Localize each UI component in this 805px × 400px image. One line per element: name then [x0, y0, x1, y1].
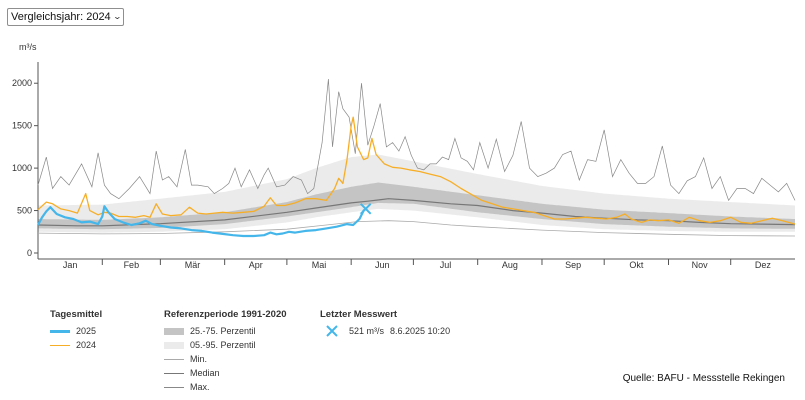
- legend-item-median: Median: [164, 366, 287, 380]
- legend-item-2025: 2025: [50, 324, 102, 338]
- legend-swatch-p05-95: [164, 341, 184, 349]
- legend-item-max: Max.: [164, 380, 287, 394]
- legend-last: Letzter Messwert 521 m³/s 8.6.2025 10:20: [320, 309, 450, 338]
- legend-label-median: Median: [190, 368, 220, 378]
- x-tick-label: Jul: [440, 260, 452, 270]
- legend-item-last: 521 m³/s 8.6.2025 10:20: [320, 324, 450, 338]
- chevron-down-icon: ⌄: [112, 12, 122, 21]
- median-line: [37, 198, 796, 227]
- legend-daily: Tagesmittel 2025 2024: [50, 309, 102, 352]
- x-mark-icon: [326, 325, 338, 337]
- legend-swatch-median: [164, 372, 184, 374]
- max-line: [37, 78, 796, 202]
- legend-swatch-2025: [50, 329, 70, 333]
- last-date-text: 8.6.2025 10:20: [390, 326, 451, 336]
- chart-axes: m³/s 0 500 1000 1500 2000 Jan Feb Mär Apr Mai Jun Ju…: [12, 42, 795, 270]
- legend-label-2024: 2024: [76, 340, 97, 350]
- last-value-text: 521 m³/s: [349, 326, 385, 336]
- x-tick-label: Nov: [692, 260, 709, 270]
- legend-label-max: Max.: [190, 382, 210, 392]
- legend-item-p05-95: 05.-95. Perzentil: [164, 338, 287, 352]
- year-select[interactable]: Vergleichsjahr: 2024 ⌄: [7, 8, 125, 26]
- y-tick-label: 500: [17, 206, 32, 216]
- x-tick-label: Okt: [629, 260, 644, 270]
- legend-last-title: Letzter Messwert: [320, 309, 398, 320]
- legend-label-p25-75: 25.-75. Perzentil: [190, 326, 256, 336]
- legend-label-min: Min.: [190, 354, 208, 364]
- x-tick-label: Feb: [124, 260, 140, 270]
- x-tick-label: Dez: [755, 260, 772, 270]
- year-select-label: Vergleichsjahr: 2024: [11, 11, 111, 23]
- min-line: [37, 220, 796, 237]
- x-tick-label: Mai: [312, 260, 327, 270]
- x-tick-label: Jun: [375, 260, 390, 270]
- series-2025-line: [37, 205, 367, 238]
- legend-swatch-min: [164, 358, 184, 360]
- x-tick-label: Apr: [249, 260, 263, 270]
- last-value-x-mark: [359, 203, 372, 215]
- x-tick-label: Sep: [565, 260, 581, 270]
- reference-lines: [37, 78, 796, 237]
- legend-reference: Referenzperiode 1991-2020 25.-75. Perzen…: [164, 309, 287, 394]
- y-axis-label: m³/s: [19, 42, 37, 52]
- x-tick-label: Mär: [185, 260, 201, 270]
- legend-swatch-2024: [50, 344, 70, 346]
- y-tick-label: 1500: [12, 121, 32, 131]
- legend-label-p05-95: 05.-95. Perzentil: [190, 340, 256, 350]
- data-series: [37, 116, 796, 238]
- x-tick-label: Jan: [63, 260, 78, 270]
- legend-swatch-p25-75: [164, 327, 184, 335]
- legend-reference-title: Referenzperiode 1991-2020: [164, 309, 287, 320]
- y-tick-label: 1000: [12, 163, 32, 173]
- legend-daily-title: Tagesmittel: [50, 309, 103, 320]
- band-p25-p75: [38, 182, 795, 230]
- x-tick-label: Aug: [502, 260, 518, 270]
- y-tick-label: 2000: [12, 78, 32, 88]
- legend-label-2025: 2025: [76, 326, 97, 336]
- last-value-marker: [359, 203, 372, 215]
- legend-item-2024: 2024: [50, 338, 102, 352]
- legend-item-min: Min.: [164, 352, 287, 366]
- series-2024-line: [37, 116, 796, 225]
- y-tick-label: 0: [27, 248, 32, 258]
- discharge-chart: m³/s 0 500 1000 1500 2000 Jan Feb Mär Apr Mai Jun Ju…: [12, 42, 796, 270]
- source-text: Quelle: BAFU - Messstelle Rekingen: [622, 373, 785, 384]
- legend-item-p25-75: 25.-75. Perzentil: [164, 324, 287, 338]
- legend-swatch-max: [164, 386, 184, 388]
